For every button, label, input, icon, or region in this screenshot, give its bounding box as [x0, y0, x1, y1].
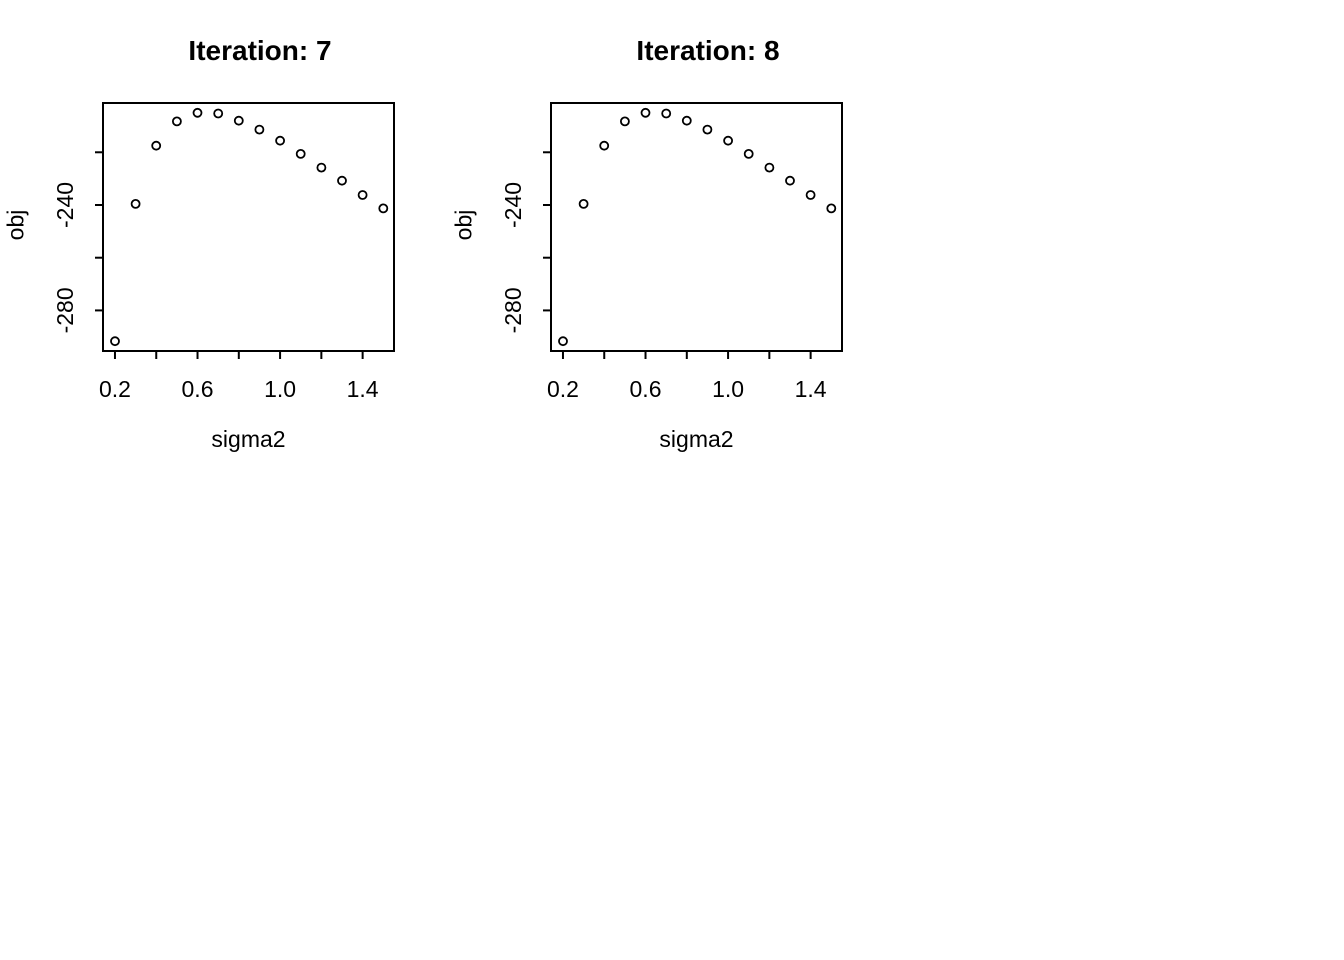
data-point	[151, 140, 162, 151]
svg-text:1.4: 1.4	[347, 376, 379, 402]
data-point	[316, 162, 327, 173]
svg-text:0.2: 0.2	[99, 376, 131, 402]
svg-text:-280: -280	[52, 287, 78, 333]
y-axis-label: obj	[2, 209, 29, 241]
svg-text:1.0: 1.0	[712, 376, 744, 402]
data-point	[254, 124, 265, 135]
data-point	[110, 336, 120, 347]
data-point	[578, 198, 589, 209]
data-point	[192, 107, 203, 118]
data-point	[599, 140, 610, 151]
x-axis-label: sigma2	[659, 426, 734, 452]
data-point	[275, 135, 286, 146]
data-point	[764, 162, 775, 173]
data-point	[826, 203, 837, 214]
svg-text:-240: -240	[500, 182, 526, 228]
data-point	[337, 175, 347, 186]
scatter-plot-iteration-7: 0.2 0.6 1.0 1.4 -240 -280	[52, 102, 395, 402]
y-axis-label: obj	[450, 209, 477, 241]
svg-text:0.6: 0.6	[182, 376, 214, 402]
data-point	[378, 203, 389, 214]
svg-text:0.6: 0.6	[630, 376, 662, 402]
data-point	[213, 108, 224, 119]
data-point	[295, 148, 306, 159]
data-point	[681, 115, 692, 126]
scatter-plot-iteration-8: 0.2 0.6 1.0 1.4 -240 -280	[500, 102, 843, 402]
x-axis-label: sigma2	[211, 426, 286, 452]
data-point	[723, 135, 734, 146]
data-point	[357, 190, 368, 200]
svg-text:-240: -240	[52, 182, 78, 228]
svg-text:0.2: 0.2	[547, 376, 579, 402]
data-point	[233, 115, 244, 126]
data-point	[619, 116, 630, 127]
plot-panel-iteration-8: 0.2 0.6 1.0 1.4 -240 -280 Iteration: 8 sigma2…	[448, 0, 896, 480]
plot-title: Iteration: 8	[636, 35, 780, 66]
data-point	[130, 198, 141, 209]
svg-text:1.4: 1.4	[795, 376, 827, 402]
data-point	[702, 124, 713, 135]
plot-title: Iteration: 7	[188, 35, 332, 66]
svg-text:1.0: 1.0	[264, 376, 296, 402]
data-point	[805, 190, 816, 200]
data-point	[661, 108, 672, 119]
data-point	[785, 175, 795, 186]
data-point	[640, 107, 651, 118]
data-point	[743, 148, 754, 159]
data-point	[558, 336, 568, 347]
plot-panel-iteration-7: 0.2 0.6 1.0 1.4 -240 -280 Iteration: 7 sigma2…	[0, 0, 448, 480]
svg-text:-280: -280	[500, 287, 526, 333]
data-point	[171, 116, 182, 127]
